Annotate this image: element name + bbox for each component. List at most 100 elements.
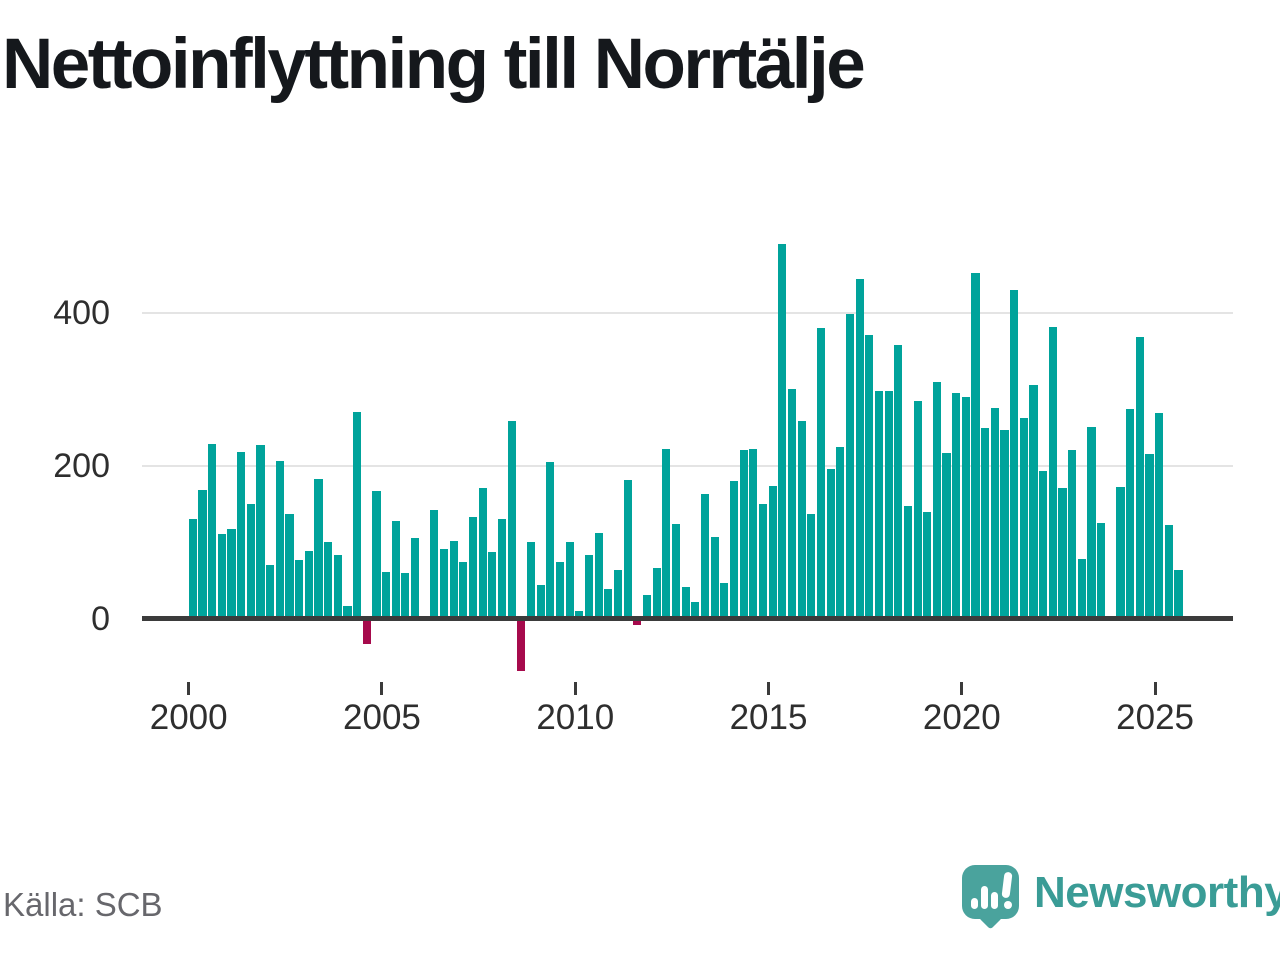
bar-2010Q1: [575, 611, 584, 619]
bar-2025Q1: [1155, 412, 1164, 619]
x-tick-mark: [573, 682, 577, 695]
bar-2011Q2: [623, 479, 632, 619]
bar-2001Q1: [227, 528, 236, 619]
bar-2019Q2: [932, 382, 941, 619]
bar-2004Q4: [372, 491, 381, 619]
bar-2011Q4: [642, 595, 652, 619]
bar-2000Q3: [208, 444, 217, 619]
bar-2011Q3: [633, 620, 642, 625]
bar-2018Q2: [894, 344, 903, 619]
bar-2007Q4: [488, 551, 497, 619]
bar-2003Q4: [333, 554, 342, 619]
bar-2023Q2: [1087, 426, 1096, 619]
x-tick-mark: [1153, 682, 1157, 695]
bar-2013Q1: [691, 602, 700, 619]
bar-2004Q2: [352, 412, 362, 619]
bar-2022Q3: [1058, 488, 1067, 619]
bar-2023Q1: [1077, 559, 1086, 619]
y-gridline: [142, 464, 1233, 467]
y-tick-label: 200: [53, 446, 110, 485]
y-tick-label: 0: [91, 600, 110, 638]
bar-2019Q1: [923, 511, 932, 619]
bar-2016Q1: [807, 514, 816, 619]
x-tick-label: 2000: [149, 698, 228, 737]
bar-2024Q4: [1145, 454, 1154, 619]
bar-2005Q3: [401, 573, 410, 619]
bar-2018Q1: [884, 391, 893, 619]
bar-2020Q3: [981, 428, 990, 619]
bar-2001Q3: [246, 504, 255, 619]
bar-2000Q4: [217, 533, 226, 619]
bar-2007Q3: [478, 488, 487, 619]
bar-2015Q1: [768, 485, 777, 619]
bar-2003Q2: [314, 478, 323, 619]
x-tick-mark: [767, 682, 771, 695]
bar-2002Q2: [275, 461, 284, 619]
bar-2014Q4: [758, 504, 768, 619]
bar-2019Q4: [952, 393, 961, 619]
bar-2015Q4: [797, 421, 806, 619]
bar-2016Q3: [826, 468, 835, 619]
bar-2002Q1: [266, 565, 275, 619]
x-tick-label: 2020: [922, 698, 1001, 737]
bar-2005Q1: [381, 572, 391, 619]
bar-2021Q4: [1029, 385, 1038, 619]
x-tick-label: 2015: [729, 698, 808, 737]
exclamation-dot-icon: [1004, 901, 1012, 909]
page-title: Nettoinflyttning till Norrtälje: [2, 25, 866, 104]
y-gridline: [142, 311, 1233, 314]
bar-2015Q3: [787, 389, 797, 619]
bar-2018Q4: [913, 401, 922, 619]
mini-bar-chart-icon: [981, 886, 988, 909]
x-tick-mark: [960, 682, 964, 695]
bar-2017Q3: [865, 334, 874, 619]
bar-2020Q4: [990, 408, 999, 619]
bar-2006Q3: [439, 549, 449, 619]
bar-2014Q2: [739, 450, 748, 619]
bar-2024Q2: [1126, 409, 1135, 619]
x-tick-label: 2025: [1116, 698, 1195, 737]
bar-2016Q2: [816, 327, 826, 619]
bar-2017Q4: [874, 391, 884, 619]
bar-2015Q2: [778, 244, 787, 619]
bar-2020Q2: [971, 272, 980, 619]
newsworthy-wordmark: Newsworthy: [1034, 868, 1280, 917]
newsworthy-logo-icon: [962, 865, 1019, 930]
bar-2021Q1: [1000, 429, 1009, 619]
bar-2014Q3: [749, 448, 758, 619]
bar-2016Q4: [836, 447, 845, 619]
bar-2005Q4: [410, 537, 420, 619]
y-tick-label: 400: [53, 293, 110, 332]
bar-2009Q3: [555, 561, 565, 619]
bar-2011Q1: [613, 569, 623, 619]
x-tick-label: 2005: [343, 698, 421, 737]
bar-2000Q1: [188, 518, 197, 619]
x-tick-mark: [380, 682, 384, 695]
bar-2017Q1: [845, 314, 855, 619]
mini-bar-chart-icon: [991, 892, 998, 909]
bar-2024Q1: [1116, 487, 1125, 619]
bar-2021Q3: [1019, 417, 1028, 619]
newsworthy-logo: Newsworthy: [962, 862, 1280, 932]
bar-2008Q2: [507, 421, 516, 619]
bar-2022Q2: [1048, 327, 1057, 619]
bar-2008Q3: [517, 620, 526, 672]
bar-2014Q1: [729, 481, 739, 619]
bar-2010Q4: [604, 589, 613, 619]
bar-2008Q4: [526, 542, 536, 619]
mini-bar-chart-icon: [971, 898, 978, 909]
bar-2022Q4: [1068, 450, 1077, 619]
bar-2004Q3: [362, 620, 371, 644]
bar-2018Q3: [903, 505, 913, 619]
zero-axis-line: [142, 616, 1233, 621]
bar-2025Q3: [1174, 569, 1183, 619]
bar-2005Q2: [391, 520, 400, 619]
bar-2006Q2: [430, 510, 439, 619]
bar-2009Q2: [546, 461, 555, 619]
source-note: Källa: SCB: [3, 886, 163, 923]
bar-2007Q1: [459, 561, 468, 619]
bar-2003Q1: [304, 550, 313, 619]
bar-2002Q4: [295, 560, 304, 619]
